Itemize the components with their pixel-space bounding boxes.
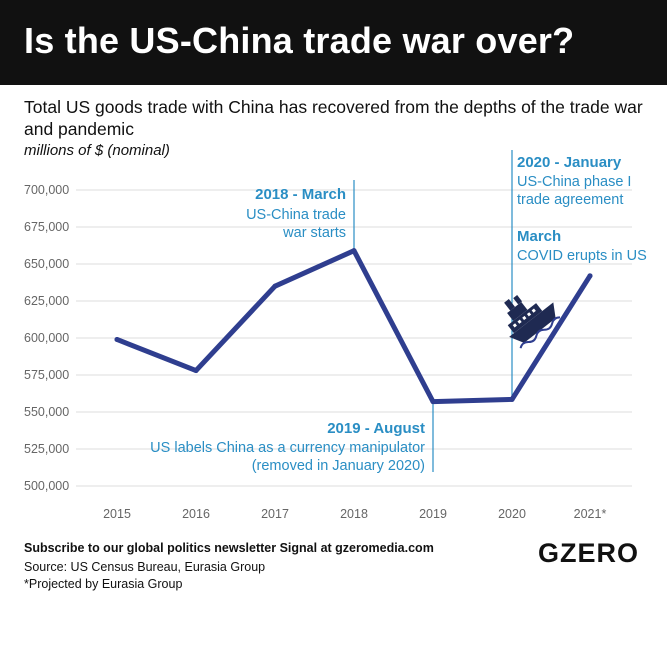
annotations: 2018 - March US-China trade war starts 2019… <box>150 154 647 474</box>
y-tick-label: 600,000 <box>24 331 69 345</box>
data-point <box>430 399 436 405</box>
y-axis: 500,000 525,000 550,000 575,000 600,000 625,0… <box>24 183 69 493</box>
series <box>114 248 593 405</box>
annotation-text: US-China phase I <box>517 174 631 190</box>
y-tick-label: 625,000 <box>24 294 69 308</box>
units-label: millions of $ (nominal) <box>24 142 170 159</box>
y-tick-label: 575,000 <box>24 368 69 382</box>
header-bar: Is the US-China trade war over? <box>0 0 667 85</box>
y-tick-label: 650,000 <box>24 257 69 271</box>
annotation-heading: March <box>517 228 561 245</box>
x-tick-label: 2019 <box>419 507 447 521</box>
annotation-text: COVID erupts in US <box>517 248 647 264</box>
data-point <box>587 273 593 279</box>
x-tick-label: 2015 <box>103 507 131 521</box>
gzero-logo: GZERO <box>538 538 640 568</box>
x-tick-label: 2021* <box>574 507 607 521</box>
annotation-lines <box>353 150 513 472</box>
chart-subtitle: Total US goods trade with China has reco… <box>24 97 643 139</box>
data-point <box>193 368 199 374</box>
x-tick-label: 2016 <box>182 507 210 521</box>
y-tick-label: 700,000 <box>24 183 69 197</box>
grid <box>76 189 632 487</box>
footer-subscribe: Subscribe to our global politics newslet… <box>24 541 434 555</box>
annotation-heading: 2018 - March <box>255 186 346 203</box>
annotation-heading: 2019 - August <box>327 420 425 437</box>
x-axis: 2015 2016 2017 2018 2019 2020 2021* <box>103 507 606 521</box>
sinking-ship-icon <box>504 295 561 349</box>
data-point <box>351 248 357 254</box>
data-point <box>509 396 515 402</box>
footer-source: Source: US Census Bureau, Eurasia Group <box>24 560 266 574</box>
y-tick-label: 525,000 <box>24 442 69 456</box>
annotation-text: war starts <box>282 225 346 241</box>
page-title: Is the US-China trade war over? <box>24 20 575 61</box>
data-point <box>272 283 278 289</box>
footer-note: *Projected by Eurasia Group <box>24 577 183 591</box>
x-tick-label: 2020 <box>498 507 526 521</box>
annotation-text: US labels China as a currency manipulato… <box>150 440 425 456</box>
annotation-text: trade agreement <box>517 192 623 208</box>
x-tick-label: 2017 <box>261 507 289 521</box>
y-tick-label: 550,000 <box>24 405 69 419</box>
annotation-text: (removed in January 2020) <box>252 458 425 474</box>
x-tick-label: 2018 <box>340 507 368 521</box>
y-tick-label: 500,000 <box>24 479 69 493</box>
y-tick-label: 675,000 <box>24 220 69 234</box>
annotation-text: US-China trade <box>246 207 346 223</box>
annotation-heading: 2020 - January <box>517 154 622 171</box>
data-point <box>114 336 120 342</box>
